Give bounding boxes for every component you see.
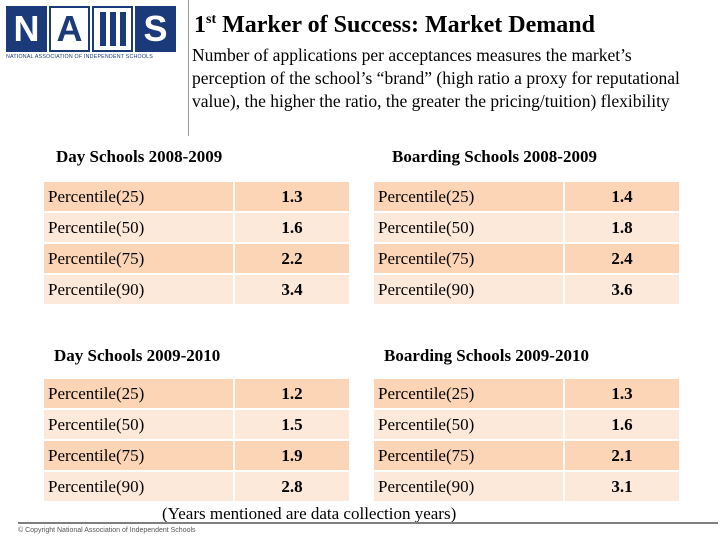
- boarding-schools-2009-label: Boarding Schools 2009-2010: [384, 346, 589, 365]
- table-row: Percentile(75) 2.2: [44, 243, 351, 275]
- table-row: Percentile(90) 2.8: [44, 471, 351, 503]
- logo-bars-icon: [92, 6, 133, 52]
- table-row: Percentile(25) 1.3: [374, 377, 681, 410]
- logo-tagline: NATIONAL ASSOCIATION OF INDEPENDENT SCHO…: [6, 54, 154, 60]
- copyright-text: © Copyright National Association of Inde…: [18, 527, 196, 534]
- table-row: Percentile(50) 1.6: [374, 409, 681, 441]
- table-row: Percentile(75) 2.4: [374, 243, 681, 275]
- table-row: Percentile(25) 1.2: [44, 377, 351, 410]
- logo-letter-s: S: [135, 6, 176, 52]
- table-row: Percentile(90) 3.4: [44, 274, 351, 306]
- description: Number of applications per acceptances m…: [192, 45, 680, 111]
- table-row: Percentile(25) 1.4: [374, 180, 681, 213]
- page-title: 1st Marker of Success: Market Demand: [194, 12, 595, 38]
- table-row: Percentile(25) 1.3: [44, 180, 351, 213]
- table-row: Percentile(50) 1.8: [374, 212, 681, 244]
- table-row: Percentile(90) 3.1: [374, 471, 681, 503]
- table-row: Percentile(75) 1.9: [44, 440, 351, 472]
- boarding-schools-2008-label: Boarding Schools 2008-2009: [392, 147, 597, 166]
- table-row: Percentile(50) 1.5: [44, 409, 351, 441]
- day-schools-2008-label: Day Schools 2008-2009: [56, 147, 223, 166]
- table-row: Percentile(90) 3.6: [374, 274, 681, 306]
- boarding-schools-2008-table: Percentile(25) 1.4 Percentile(50) 1.8 Perc…: [374, 180, 681, 306]
- header-divider: [188, 0, 189, 136]
- day-schools-2009-label: Day Schools 2009-2010: [54, 346, 221, 365]
- footnote: (Years mentioned are data collection yea…: [162, 504, 457, 523]
- table-row: Percentile(75) 2.1: [374, 440, 681, 472]
- logo-letter-n: N: [6, 6, 47, 52]
- boarding-schools-2009-table: Percentile(25) 1.3 Percentile(50) 1.6 Perc…: [374, 377, 681, 503]
- table-row: Percentile(50) 1.6: [44, 212, 351, 244]
- day-schools-2009-table: Percentile(25) 1.2 Percentile(50) 1.5 Perc…: [44, 377, 351, 503]
- footer-divider: [18, 522, 718, 524]
- logo-letter-a: A: [49, 6, 90, 52]
- day-schools-2008-table: Percentile(25) 1.3 Percentile(50) 1.6 Perc…: [44, 180, 351, 306]
- nais-logo: N A S NATIONAL ASSOCIATION OF INDEPENDEN…: [6, 6, 184, 64]
